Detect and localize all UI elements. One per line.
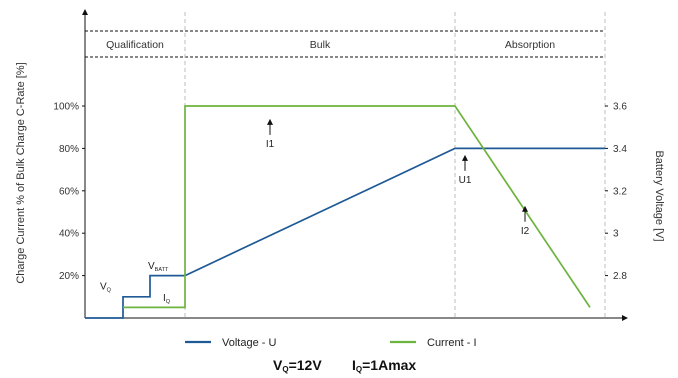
y-left-tick-label: 20% — [59, 271, 79, 282]
annotation-label: VBATT — [148, 261, 169, 273]
annotation-label: IQ — [163, 293, 171, 305]
y-left-axis-title: Charge Current % of Bulk Charge C-Rate [… — [15, 62, 27, 283]
annotation-label: U1 — [459, 175, 472, 186]
phase-label: Bulk — [310, 39, 331, 51]
y-left-tick-label: 40% — [59, 229, 79, 240]
y-left-tick-label: 60% — [59, 186, 79, 197]
formula: VQ=12V IQ=1Amax — [273, 357, 416, 374]
formula-item: IQ=1Amax — [352, 357, 416, 374]
legend: Voltage - U Current - I — [185, 337, 477, 349]
annotation-main: V — [148, 261, 155, 272]
y-right-tick-label: 2.8 — [613, 271, 627, 282]
annotation-main: V — [100, 281, 107, 292]
legend-label: Current - I — [427, 337, 477, 349]
phase-label: Qualification — [106, 39, 164, 51]
annotation-label: VQ — [100, 281, 112, 293]
y-right-tick-label: 3 — [613, 229, 619, 240]
formula-item: VQ=12V — [273, 357, 322, 374]
phase-label: Absorption — [505, 39, 555, 51]
annotation-label: I2 — [521, 226, 530, 237]
y-left-tick-label: 80% — [59, 144, 79, 155]
series-line-current — [123, 105, 591, 309]
y-right-tick-label: 3.6 — [613, 102, 627, 113]
annotation-sub: BATT — [155, 267, 169, 273]
y-right-tick-label: 3.4 — [613, 144, 627, 155]
y-left-tick-label: 100% — [53, 102, 79, 113]
annotation-label: I1 — [266, 139, 275, 150]
y-right-tick-label: 3.2 — [613, 186, 627, 197]
series-line-voltage — [85, 147, 605, 319]
annotation-sub: Q — [107, 287, 112, 293]
annotation-sub: Q — [166, 299, 171, 305]
annotation-main: I — [163, 293, 166, 304]
legend-label: Voltage - U — [222, 337, 276, 349]
y-right-axis-title: Battery Voltage [V] — [653, 150, 665, 241]
